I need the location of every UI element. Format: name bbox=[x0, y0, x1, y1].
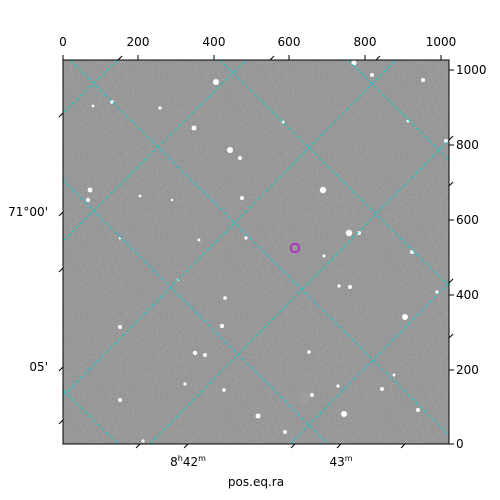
star bbox=[183, 382, 187, 386]
star-field bbox=[86, 60, 448, 443]
left-tick-label: 71°00' bbox=[8, 205, 48, 219]
right-tick-label: 400 bbox=[456, 288, 479, 302]
star bbox=[197, 238, 201, 242]
left-tick-mark bbox=[58, 366, 64, 372]
right-tick-label: 0 bbox=[456, 437, 464, 451]
star bbox=[345, 229, 353, 237]
sky-image bbox=[63, 60, 449, 444]
star bbox=[421, 78, 425, 82]
left-tick-mark bbox=[58, 419, 64, 425]
grid-line bbox=[69, 60, 449, 436]
grid-line bbox=[63, 179, 329, 444]
star bbox=[337, 284, 341, 288]
grid-line bbox=[149, 139, 449, 444]
star bbox=[370, 73, 374, 77]
star bbox=[192, 350, 198, 356]
star bbox=[86, 198, 90, 202]
star bbox=[219, 323, 225, 329]
star bbox=[223, 296, 227, 300]
right-tick-label: 1000 bbox=[456, 63, 487, 77]
star bbox=[87, 187, 93, 193]
grid-line bbox=[63, 60, 119, 114]
star bbox=[307, 350, 311, 354]
left-tick-mark bbox=[58, 211, 64, 217]
star bbox=[203, 353, 207, 357]
star bbox=[319, 186, 327, 194]
bottom-tick-mark bbox=[400, 443, 406, 449]
star bbox=[255, 413, 261, 419]
left-tick-label: 05' bbox=[29, 360, 48, 374]
top-wcs-tick-mark bbox=[269, 55, 275, 61]
right-tick-label: 200 bbox=[456, 363, 479, 377]
star bbox=[380, 387, 384, 391]
bottom-tick-mark bbox=[183, 443, 189, 449]
bottom-tick-label: 8h42m bbox=[170, 454, 206, 469]
x-axis-label: pos.eq.ra bbox=[227, 475, 285, 489]
star bbox=[138, 194, 142, 198]
star bbox=[336, 384, 340, 388]
grid-line bbox=[63, 60, 397, 397]
top-tick-label: 0 bbox=[59, 35, 67, 49]
star bbox=[158, 106, 162, 110]
star bbox=[191, 125, 197, 131]
top-tick-label: 800 bbox=[353, 35, 377, 49]
star bbox=[435, 290, 439, 294]
grid-line bbox=[289, 282, 449, 444]
star bbox=[310, 393, 314, 397]
bottom-tick-mark bbox=[290, 443, 296, 449]
star bbox=[118, 325, 122, 329]
top-tick-label: 400 bbox=[202, 35, 226, 49]
star bbox=[322, 254, 326, 258]
plot-frame bbox=[62, 59, 450, 445]
star bbox=[240, 196, 244, 200]
top-wcs-tick-mark bbox=[117, 55, 123, 61]
top-wcs-tick-mark bbox=[375, 55, 381, 61]
right-wcs-tick-mark bbox=[448, 181, 454, 187]
star bbox=[118, 398, 122, 402]
star bbox=[227, 147, 233, 153]
grid-line bbox=[63, 389, 119, 444]
star bbox=[170, 198, 174, 202]
star bbox=[91, 104, 95, 108]
right-tick-label: 800 bbox=[456, 138, 479, 152]
star bbox=[244, 236, 248, 240]
bottom-tick-label: 43m bbox=[329, 454, 353, 469]
target-marker-circle bbox=[289, 242, 301, 254]
star bbox=[348, 285, 352, 289]
star bbox=[341, 411, 347, 417]
left-tick-mark bbox=[58, 267, 64, 273]
galaxy-blob bbox=[298, 392, 310, 404]
star bbox=[222, 388, 226, 392]
bottom-tick-mark bbox=[135, 443, 141, 449]
top-tick-label: 1000 bbox=[425, 35, 457, 49]
coordinate-grid bbox=[63, 60, 449, 444]
star bbox=[213, 79, 219, 85]
right-wcs-tick-mark bbox=[448, 135, 454, 141]
star bbox=[283, 430, 287, 434]
star bbox=[392, 373, 396, 377]
bottom-tick-mark bbox=[336, 443, 342, 449]
left-tick-mark bbox=[58, 112, 64, 118]
sky-noise bbox=[63, 60, 449, 444]
star bbox=[141, 439, 145, 443]
top-tick-label: 600 bbox=[277, 35, 301, 49]
star bbox=[238, 156, 242, 160]
star bbox=[402, 314, 408, 320]
right-wcs-tick-mark bbox=[448, 278, 454, 284]
right-tick-label: 600 bbox=[456, 213, 479, 227]
axis-ticks bbox=[58, 55, 454, 449]
star bbox=[416, 408, 420, 412]
right-wcs-tick-mark bbox=[448, 333, 454, 339]
top-tick-label: 200 bbox=[126, 35, 150, 49]
